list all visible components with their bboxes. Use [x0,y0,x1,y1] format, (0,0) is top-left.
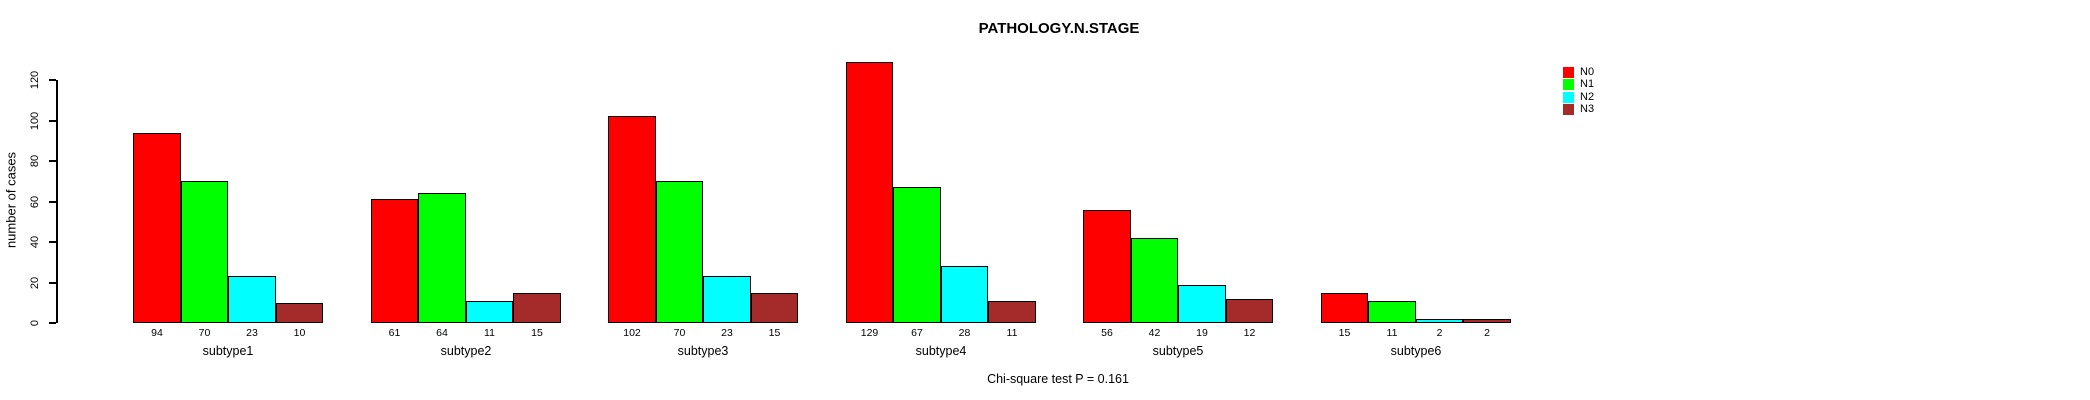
bar-subtype1-N3 [276,303,323,323]
bar-value-label: 23 [246,327,258,339]
legend-swatch-N1 [1563,79,1574,91]
legend-item-N2: N2 [1563,91,1594,104]
bar-value-label: 102 [623,327,641,339]
y-tick [49,282,56,284]
bar-subtype2-N1 [418,193,466,323]
bar-value-label: 56 [1101,327,1113,339]
bar-subtype6-N1 [1368,301,1416,323]
bar-subtype4-N3 [988,301,1036,323]
legend-swatch-N3 [1563,104,1574,116]
category-label-subtype2: subtype2 [440,344,492,358]
category-label-subtype4: subtype4 [915,344,967,358]
bar-subtype5-N2 [1178,285,1226,323]
bar-value-label: 12 [1243,327,1256,339]
bar-subtype5-N3 [1226,299,1273,323]
legend-label: N2 [1580,90,1595,103]
y-tick [49,241,56,243]
bar-value-label: 2 [1484,327,1490,339]
bar-value-label: 61 [388,327,401,339]
bar-value-label: 70 [198,327,211,339]
bar-subtype1-N0 [133,133,181,323]
bar-subtype4-N2 [941,266,988,323]
bar-subtype2-N2 [466,301,513,323]
bar-subtype3-N1 [656,181,703,323]
bar-subtype5-N0 [1083,210,1131,323]
bar-value-label: 42 [1148,327,1161,339]
bar-value-label: 15 [531,327,543,339]
y-axis-line [56,80,58,323]
y-tick-label: 100 [29,111,41,131]
legend-item-N0: N0 [1563,66,1594,79]
legend: N0 N1 N2 N3 [1563,66,1594,116]
bar-subtype1-N2 [228,276,276,323]
bar-value-label: 19 [1196,327,1208,339]
bar-value-label: 28 [958,327,971,339]
bar-value-label: 70 [673,327,686,339]
legend-label: N0 [1580,65,1595,78]
y-axis-title: number of cases [3,151,19,249]
bar-value-label: 129 [860,327,879,339]
bar-value-label: 11 [1386,327,1398,339]
y-tick [49,120,56,122]
legend-item-N3: N3 [1563,104,1594,117]
bar-subtype6-N2 [1416,319,1463,323]
y-tick [49,160,56,162]
category-label-subtype1: subtype1 [202,344,254,358]
bar-subtype4-N0 [846,62,893,323]
chart-title: PATHOLOGY.N.STAGE [978,20,1140,37]
legend-swatch-N0 [1563,66,1574,78]
bar-value-label: 11 [1006,327,1018,339]
bar-subtype2-N3 [513,293,561,323]
legend-item-N1: N1 [1563,79,1594,92]
bar-subtype4-N1 [893,187,941,323]
bar-subtype1-N1 [181,181,228,323]
bar-subtype6-N0 [1321,293,1368,323]
chi-square-subtitle: Chi-square test P = 0.161 [987,372,1129,386]
category-label-subtype6: subtype6 [1390,344,1442,358]
y-tick [49,79,56,81]
bar-value-label: 10 [293,327,306,339]
bar-value-label: 15 [768,327,781,339]
legend-swatch-N2 [1563,91,1574,103]
bar-value-label: 23 [721,327,733,339]
y-tick [49,201,56,203]
y-tick-label: 20 [29,276,41,290]
y-tick-label: 60 [29,195,41,209]
legend-label: N3 [1580,103,1595,116]
bar-subtype5-N1 [1131,238,1178,323]
bar-value-label: 94 [151,327,163,339]
legend-label: N1 [1580,78,1595,91]
bar-value-label: 15 [1338,327,1351,339]
y-tick [49,322,56,324]
bar-value-label: 11 [484,327,495,339]
bar-value-label: 2 [1436,327,1443,339]
y-tick-label: 0 [29,319,41,327]
y-tick-label: 120 [29,70,41,90]
y-tick-label: 40 [29,235,41,249]
category-label-subtype3: subtype3 [677,344,729,358]
bar-subtype3-N2 [703,276,751,323]
bar-subtype3-N3 [751,293,798,323]
category-label-subtype5: subtype5 [1152,344,1204,358]
bar-value-label: 64 [436,327,448,339]
bar-value-label: 67 [911,327,923,339]
y-tick-label: 80 [29,154,41,168]
bar-subtype3-N0 [608,116,656,323]
bar-subtype2-N0 [371,199,418,323]
bar-subtype6-N3 [1463,319,1511,323]
